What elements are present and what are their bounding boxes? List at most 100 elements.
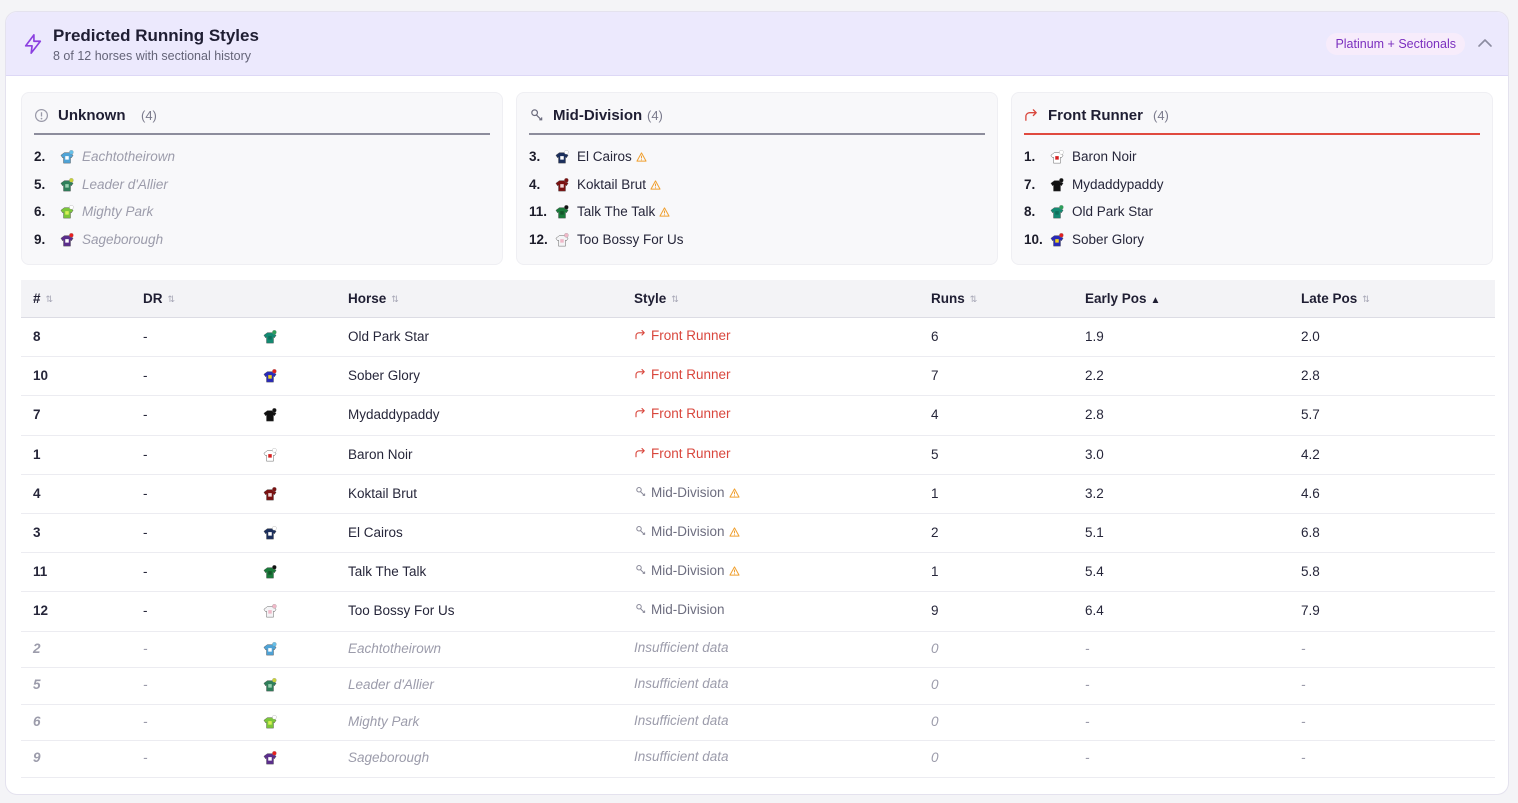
card-header[interactable]: Predicted Running Styles 8 of 12 horses …	[6, 12, 1508, 76]
cell-early-pos: 5.1	[1085, 524, 1104, 540]
cell-late-pos: -	[1301, 713, 1306, 729]
info-icon	[34, 108, 49, 123]
sort-icon[interactable]: ⇅	[391, 294, 399, 304]
jockey-silk-icon	[1050, 177, 1064, 192]
group-item[interactable]: 9. Sageborough	[34, 229, 474, 257]
group-name: Mid-Division	[553, 107, 643, 124]
cell-dr: -	[143, 446, 148, 462]
group-item[interactable]: 6. Mighty Park	[34, 201, 474, 229]
column-header-style[interactable]: Style ⇅	[634, 291, 679, 306]
cell-dr: -	[143, 603, 148, 619]
horse-name: Mighty Park	[82, 204, 154, 219]
group-item[interactable]: 8. Old Park Star	[1024, 201, 1464, 229]
sort-icon[interactable]: ⇅	[969, 294, 978, 304]
sort-icon[interactable]: ⇅	[671, 294, 679, 304]
column-header-dr[interactable]: DR ⇅	[143, 291, 176, 306]
jockey-silk-icon	[263, 330, 277, 344]
running-styles-table: # ⇅ DR ⇅ Horse ⇅ Style ⇅ Runs ⇅ Early Pos ▲ La…	[21, 280, 1495, 778]
group-item[interactable]: 5. Leader d'Allier	[34, 174, 474, 202]
table-row[interactable]: 4 - Koktail Brut Mid-Division 1 3.2 4.6	[21, 475, 1495, 514]
front-runner-icon	[635, 408, 645, 418]
cell-runs: 0	[931, 713, 939, 729]
group-item[interactable]: 7. Mydaddypaddy	[1024, 174, 1464, 202]
group-name: Front Runner	[1048, 107, 1143, 124]
cell-horse: Too Bossy For Us	[348, 603, 455, 619]
jockey-silk-icon	[555, 150, 569, 164]
jockey-silk-icon	[263, 408, 277, 422]
table-row[interactable]: 10 - Sober Glory Front Runner 7 2.2 2.8	[21, 357, 1495, 397]
table-row[interactable]: 1 - Baron Noir Front Runner 5 3.0 4.2	[21, 436, 1495, 475]
jockey-silk-icon	[1050, 232, 1064, 247]
group-item[interactable]: 3. El Cairos	[529, 146, 969, 174]
cell-late-pos: 5.7	[1301, 407, 1320, 423]
card-subtitle: 8 of 12 horses with sectional history	[53, 49, 252, 63]
cell-dr: -	[143, 329, 148, 344]
horse-name: Leader d'Allier	[82, 176, 168, 192]
saddle-number: 3.	[529, 149, 541, 164]
jockey-silk-icon	[60, 205, 74, 219]
group-item[interactable]: 10. Sober Glory	[1024, 229, 1464, 257]
warning-icon	[728, 566, 740, 576]
table-row[interactable]: 5 - Leader d'Allier Insufficient data 0 - -	[21, 668, 1495, 705]
warning-icon	[636, 152, 647, 162]
saddle-number: 12.	[529, 231, 548, 247]
table-row[interactable]: 3 - El Cairos Mid-Division 2 5.1 6.8	[21, 514, 1495, 554]
cell-horse: El Cairos	[348, 524, 403, 540]
column-header-number[interactable]: # ⇅	[33, 291, 54, 306]
group-item[interactable]: 12. Too Bossy For Us	[529, 229, 969, 257]
jockey-silk-icon	[60, 150, 74, 164]
chevron-up-icon[interactable]	[1476, 35, 1494, 53]
column-header-late-pos[interactable]: Late Pos ⇅	[1301, 291, 1370, 306]
sort-ascending-icon[interactable]: ▲	[1150, 295, 1161, 306]
card-title: Predicted Running Styles	[53, 26, 259, 45]
table-row[interactable]: 8 - Old Park Star Front Runner 6 1.9 2.0	[21, 318, 1495, 358]
table-body: 8- Old Park Star Front Runner 6 1.9 2.0 10- Sob…	[21, 318, 1495, 778]
cell-style: Mid-Division	[634, 524, 740, 539]
cell-late-pos: 4.2	[1301, 446, 1320, 462]
jockey-silk-icon	[1050, 205, 1064, 219]
cell-early-pos: 2.8	[1085, 407, 1104, 423]
table-row[interactable]: 2 - Eachtotheirown Insufficient data 0 - -	[21, 632, 1495, 668]
column-header-runs[interactable]: Runs ⇅	[931, 291, 978, 306]
cell-dr: -	[143, 368, 148, 384]
table-row[interactable]: 9 - Sageborough Insufficient data 0 - -	[21, 741, 1495, 778]
saddle-number: 5.	[34, 176, 46, 192]
horse-name: Too Bossy For Us	[577, 231, 684, 247]
front-runner-icon	[635, 369, 645, 379]
cell-late-pos: 5.8	[1301, 564, 1320, 580]
group-item[interactable]: 4. Koktail Brut	[529, 174, 969, 202]
running-styles-card: Predicted Running Styles 8 of 12 horses …	[5, 11, 1509, 795]
jockey-silk-icon	[263, 751, 277, 765]
jockey-silk-icon	[555, 205, 569, 219]
group-header: Mid-Division (4)	[529, 103, 985, 135]
mid-division-icon	[531, 109, 543, 121]
cell-dr: -	[143, 713, 148, 729]
cell-dr: -	[143, 524, 148, 540]
group-item[interactable]: 11. Talk The Talk	[529, 201, 969, 229]
group-item[interactable]: 1. Baron Noir	[1024, 146, 1464, 174]
saddle-number: 11.	[529, 204, 548, 219]
cell-style: Mid-Division	[634, 563, 740, 578]
column-header-horse[interactable]: Horse ⇅	[348, 291, 399, 306]
saddle-number: 6.	[34, 204, 46, 219]
jockey-silk-icon	[263, 641, 277, 656]
cell-early-pos: -	[1085, 750, 1090, 765]
table-row[interactable]: 7 - Mydaddypaddy Front Runner 4 2.8 5.7	[21, 396, 1495, 436]
group-item[interactable]: 2. Eachtotheirown	[34, 146, 474, 174]
sort-icon[interactable]: ⇅	[1362, 294, 1370, 304]
cell-style: Front Runner	[634, 328, 731, 343]
sort-icon[interactable]: ⇅	[45, 294, 54, 304]
cell-dr: -	[143, 750, 148, 765]
sort-icon[interactable]: ⇅	[167, 294, 176, 304]
group-mid-division: Mid-Division (4) 3. El Cairos 4. Koktail Br…	[516, 92, 998, 265]
table-row[interactable]: 11 - Talk The Talk Mid-Division 1 5.4 5.8	[21, 553, 1495, 593]
table-row[interactable]: 6 - Mighty Park Insufficient data 0 - -	[21, 705, 1495, 741]
cell-style: Insufficient data	[634, 639, 729, 655]
horse-name: Koktail Brut	[577, 177, 661, 192]
group-count: (4)	[647, 108, 663, 123]
column-header-early-pos[interactable]: Early Pos ▲	[1085, 291, 1161, 306]
table-row[interactable]: 12 - Too Bossy For Us Mid-Division 9 6.4 7.9	[21, 592, 1495, 632]
front-runner-icon	[1025, 109, 1037, 121]
cell-horse: Mighty Park	[348, 713, 420, 729]
cell-dr: -	[143, 407, 148, 423]
